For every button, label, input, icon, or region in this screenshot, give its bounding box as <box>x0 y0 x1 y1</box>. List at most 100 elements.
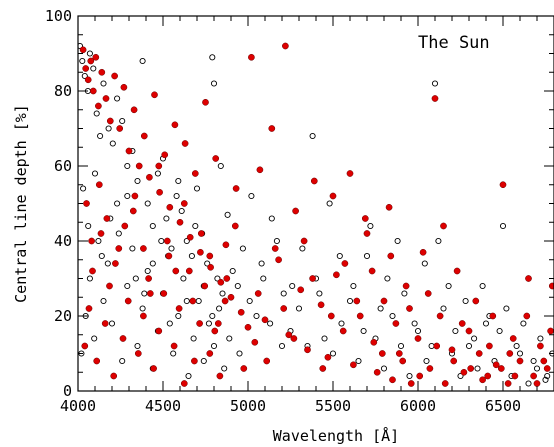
filled-circle-point <box>285 331 293 339</box>
open-circle-point <box>98 252 105 260</box>
y-tick-label: 80 <box>54 82 72 100</box>
filled-circle-point <box>206 350 214 357</box>
open-circle-point <box>183 237 190 245</box>
filled-circle-point <box>333 271 340 279</box>
filled-circle-point <box>497 365 505 372</box>
open-circle-point <box>149 260 156 267</box>
open-circle-point <box>457 372 464 380</box>
filled-circle-point <box>406 305 413 312</box>
filled-circle-point <box>201 282 209 290</box>
open-circle-point <box>185 372 192 380</box>
open-circle-point <box>496 327 503 335</box>
filled-circle-series <box>79 42 554 387</box>
open-circle-point <box>482 320 490 327</box>
filled-circle-point <box>84 76 92 84</box>
filled-circle-point <box>370 338 378 346</box>
filled-circle-point <box>88 237 95 245</box>
filled-circle-point <box>189 297 197 305</box>
filled-circle-point <box>89 87 97 95</box>
filled-circle-point <box>329 192 337 200</box>
filled-circle-point <box>212 155 220 162</box>
filled-circle-point <box>339 327 347 335</box>
y-axis-label: Central line depth [%] <box>12 104 30 303</box>
filled-circle-point <box>83 200 90 207</box>
open-circle-point <box>321 335 328 342</box>
filled-circle-point <box>244 323 252 331</box>
open-circle-point <box>132 275 139 282</box>
filled-circle-point <box>216 372 224 380</box>
filled-circle-point <box>537 342 544 350</box>
open-circle-point <box>219 290 226 297</box>
filled-circle-point <box>361 215 369 222</box>
filled-circle-point <box>424 290 432 297</box>
open-circle-point <box>188 252 195 260</box>
open-circle-point <box>544 372 551 380</box>
filled-circle-point <box>135 162 143 170</box>
filled-circle-point <box>256 166 264 174</box>
open-circle-point <box>100 297 107 305</box>
filled-circle-point <box>221 297 229 305</box>
filled-circle-point <box>130 106 138 114</box>
open-circle-point <box>178 207 185 215</box>
filled-circle-point <box>129 207 137 215</box>
open-circle-point <box>210 80 218 87</box>
filled-circle-point <box>453 267 461 275</box>
filled-circle-point <box>206 252 214 260</box>
open-circle-point <box>239 245 246 252</box>
y-tick-label: 0 <box>63 382 72 400</box>
open-circle-point <box>93 110 100 117</box>
filled-circle-point <box>207 263 214 271</box>
filled-circle-point <box>282 42 289 50</box>
filled-circle-point <box>115 245 123 252</box>
open-circle-point <box>273 237 280 245</box>
open-circle-point <box>86 50 93 57</box>
filled-circle-point <box>254 290 262 297</box>
open-circle-point <box>278 342 286 350</box>
open-circle-point <box>79 57 86 65</box>
filled-circle-point <box>509 335 517 342</box>
filled-circle-point <box>350 361 357 369</box>
filled-circle-point <box>458 320 466 327</box>
open-circle-point <box>329 350 337 357</box>
filled-circle-point <box>387 252 395 260</box>
filled-circle-point <box>385 203 393 211</box>
open-circle-point <box>124 192 131 200</box>
filled-circle-point <box>419 248 427 256</box>
filled-circle-point <box>101 320 109 327</box>
filled-circle-point <box>119 335 127 342</box>
open-circle-point <box>537 335 544 342</box>
filled-circle-point <box>271 245 279 252</box>
open-circle-point <box>542 376 549 383</box>
filled-circle-point <box>440 222 447 230</box>
filled-circle-point <box>165 252 173 260</box>
filled-circle-point <box>121 222 129 230</box>
filled-circle-point <box>181 140 189 147</box>
filled-circle-point <box>93 357 101 365</box>
open-circle-point <box>190 335 197 342</box>
open-circle-point <box>299 245 306 252</box>
x-axis-label: Wavelength [Å] <box>273 426 399 445</box>
open-circle-point <box>104 260 111 267</box>
filled-circle-point <box>297 286 305 294</box>
open-circle-point <box>195 297 202 305</box>
open-circle-point <box>180 275 187 282</box>
filled-circle-point <box>180 380 188 387</box>
filled-circle-point <box>140 312 147 320</box>
x-tick-label: 5500 <box>315 397 351 415</box>
open-circle-point <box>221 365 228 372</box>
filled-circle-point <box>112 260 119 267</box>
filled-circle-point <box>237 308 245 316</box>
filled-circle-point <box>217 278 225 286</box>
open-circle-point <box>209 54 216 61</box>
filled-circle-point <box>124 297 132 305</box>
open-circle-point <box>326 200 333 207</box>
axis-ticks <box>77 15 554 392</box>
x-tick-label: 6500 <box>485 397 521 415</box>
open-circle-point <box>377 305 384 312</box>
open-circle-point <box>210 342 218 350</box>
filled-circle-point <box>448 346 456 354</box>
filled-circle-point <box>106 282 113 290</box>
filled-circle-point <box>426 365 434 372</box>
open-circle-point <box>246 297 253 305</box>
filled-circle-point <box>197 248 204 256</box>
